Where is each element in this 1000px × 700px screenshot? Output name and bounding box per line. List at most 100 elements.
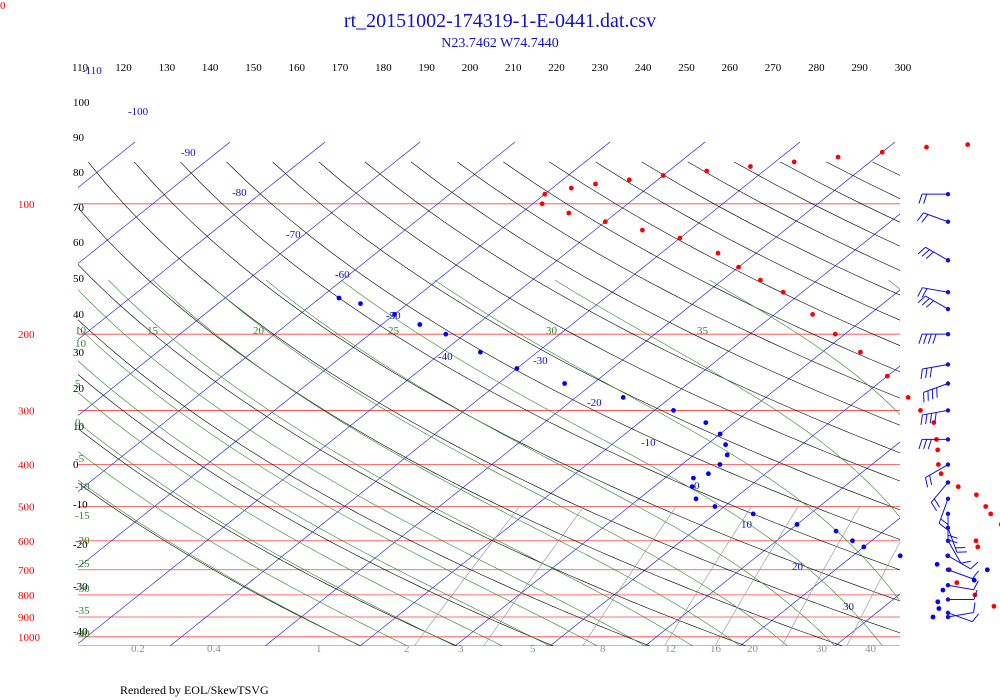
dewpoint-point bbox=[693, 496, 699, 502]
temperature-point bbox=[938, 471, 944, 477]
dry-adiabat-label: 10 bbox=[73, 421, 85, 433]
isotherm-label: -30 bbox=[533, 355, 548, 367]
barb-flag bbox=[972, 613, 979, 622]
moist-adiabat-line bbox=[78, 422, 456, 646]
temperature-point bbox=[832, 331, 838, 337]
temperature-point bbox=[626, 177, 632, 183]
chart-subtitle: N23.7462 W74.7440 bbox=[441, 36, 559, 51]
wind-barb bbox=[917, 212, 951, 224]
moist-adiabat-line bbox=[78, 360, 551, 646]
temperature-point bbox=[566, 210, 572, 216]
grid-lines bbox=[78, 141, 1000, 646]
barb-flag bbox=[973, 589, 978, 600]
temperature-point bbox=[593, 181, 598, 187]
dewpoint-point bbox=[392, 312, 397, 317]
dewpoint-point bbox=[723, 442, 728, 448]
barb-staff bbox=[947, 584, 974, 591]
barb-staff bbox=[930, 482, 949, 503]
barb-flag bbox=[918, 334, 923, 344]
dewpoint-point bbox=[712, 504, 718, 509]
temperature-point bbox=[905, 395, 911, 400]
moist-adiabat-label: 25 bbox=[388, 325, 400, 337]
moist-left-label: -30 bbox=[75, 583, 90, 595]
dry-adiabat-label: -10 bbox=[73, 499, 88, 511]
temperature-point bbox=[780, 289, 786, 295]
theta-label: 140 bbox=[202, 62, 219, 74]
temperature-point bbox=[715, 250, 721, 256]
temperature-point bbox=[704, 168, 710, 174]
mixing-ratio-line bbox=[846, 541, 900, 646]
barb-flag bbox=[925, 414, 928, 425]
barb-flag bbox=[920, 414, 923, 425]
dry-adiabat-line bbox=[872, 161, 900, 176]
dry-adiabat-label: 100 bbox=[73, 97, 90, 109]
moist-left-label: -35 bbox=[75, 605, 90, 617]
dry-adiabat-label: -30 bbox=[73, 581, 88, 593]
dewpoint-point bbox=[833, 528, 839, 534]
isotherm-line bbox=[78, 141, 231, 265]
temperature-point bbox=[879, 149, 885, 155]
moist-adiabat-line bbox=[78, 392, 503, 646]
theta-label: 130 bbox=[159, 62, 176, 74]
dry-adiabat-line bbox=[78, 428, 458, 646]
dewpoint-point bbox=[861, 544, 867, 550]
temperature-point bbox=[965, 142, 971, 148]
barb-staff bbox=[923, 212, 949, 223]
theta-label: 240 bbox=[635, 62, 652, 74]
theta-label: 150 bbox=[245, 62, 262, 74]
barb-staff bbox=[925, 295, 949, 310]
dewpoint-point bbox=[724, 452, 730, 458]
moist-left-label: -40 bbox=[75, 628, 90, 640]
wind-barb bbox=[920, 362, 951, 379]
barb-flag bbox=[923, 194, 928, 204]
wind-barb bbox=[945, 567, 979, 580]
barb-flag bbox=[918, 194, 923, 204]
barb-flag bbox=[929, 413, 933, 424]
barb-flag bbox=[970, 561, 979, 570]
temperature-point bbox=[810, 312, 815, 317]
theta-label: 160 bbox=[289, 62, 306, 74]
moist-adiabat-line bbox=[78, 326, 598, 646]
dewpoint-point bbox=[935, 599, 941, 605]
isotherm-label: 30 bbox=[843, 601, 855, 613]
temperature-point bbox=[918, 408, 923, 413]
isotherm-line bbox=[359, 213, 900, 646]
barb-flag bbox=[917, 246, 926, 255]
isotherm-line bbox=[549, 365, 900, 646]
barb-base bbox=[945, 462, 951, 467]
mixing-ratio-line bbox=[664, 506, 752, 646]
mixing-ratio-line bbox=[781, 506, 861, 646]
barb-staff bbox=[922, 409, 949, 416]
dewpoint-point bbox=[336, 295, 342, 301]
dry-adiabat-line bbox=[133, 161, 900, 602]
barb-flag bbox=[960, 560, 971, 564]
dry-adiabat-line bbox=[364, 161, 900, 454]
wind-barb bbox=[918, 331, 951, 344]
wind-barb bbox=[945, 553, 979, 570]
theta-label: 180 bbox=[375, 62, 392, 74]
barb-flag bbox=[934, 412, 937, 423]
barb-flag bbox=[923, 439, 928, 450]
dry-adiabat-label: 30 bbox=[73, 347, 85, 359]
theta-label: 110 bbox=[72, 62, 89, 74]
pressure-label: 1000 bbox=[18, 632, 41, 644]
isotherm-label: -20 bbox=[587, 397, 602, 409]
dry-adiabat-line bbox=[78, 264, 747, 646]
dewpoint-point bbox=[850, 538, 855, 544]
dry-adiabat-line bbox=[595, 161, 900, 321]
wind-barb bbox=[945, 538, 971, 564]
wind-barb bbox=[917, 287, 951, 298]
temperature-point bbox=[602, 219, 608, 225]
moist-left-label: 0 bbox=[75, 417, 81, 429]
theta-label: 280 bbox=[808, 62, 825, 74]
dry-adiabat-label: 40 bbox=[73, 309, 85, 321]
dry-adiabat-line bbox=[965, 162, 1000, 646]
temperature-point bbox=[758, 277, 763, 283]
dewpoint-point bbox=[940, 587, 946, 593]
theta-label: 220 bbox=[548, 62, 565, 74]
temperature-point bbox=[542, 191, 548, 197]
isotherm-line bbox=[644, 441, 900, 646]
pressure-label: 500 bbox=[18, 501, 35, 513]
isotherm-line bbox=[78, 141, 516, 493]
